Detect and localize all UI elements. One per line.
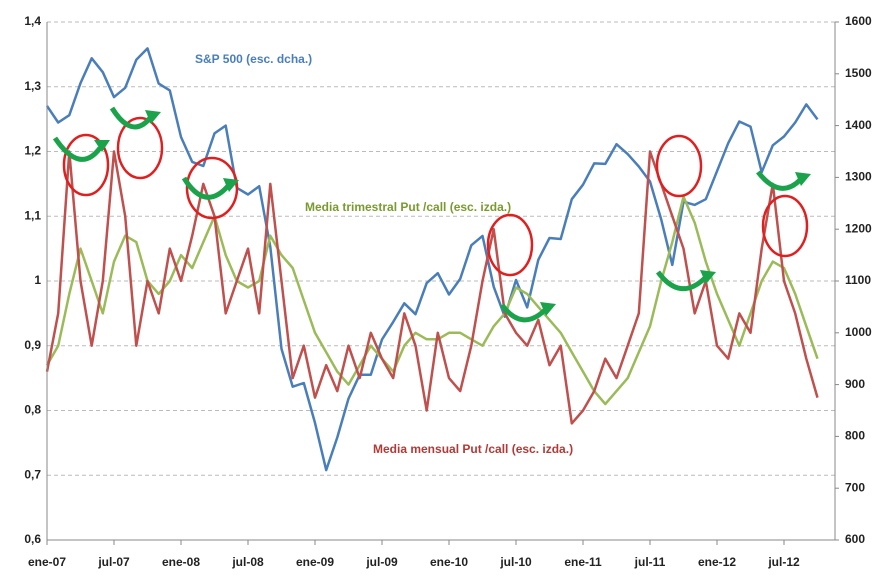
y-tick-label: 0,6 xyxy=(24,532,41,546)
x-tick-label: ene-10 xyxy=(430,555,468,569)
y-tick-label: 1,1 xyxy=(24,208,41,222)
y-tick-label: 1 xyxy=(34,273,41,287)
y2-tick-label: 1600 xyxy=(845,14,872,28)
y-tick-label: 1,4 xyxy=(24,14,41,28)
y2-tick-label: 700 xyxy=(845,480,865,494)
arrow xyxy=(756,170,802,191)
x-tick-label: ene-12 xyxy=(698,555,736,569)
circle xyxy=(486,213,534,277)
circle xyxy=(62,133,110,197)
annotations-shapes xyxy=(52,106,811,323)
y2-tick-label: 1300 xyxy=(845,170,872,184)
y2-tick-label: 1400 xyxy=(845,118,872,132)
arrow-head xyxy=(700,270,716,284)
series-label: S&P 500 (esc. dcha.) xyxy=(195,52,312,66)
y2-tick-label: 1500 xyxy=(845,66,872,80)
x-tick-label: ene-07 xyxy=(28,555,66,569)
x-tick-label: ene-11 xyxy=(564,555,602,569)
arrow-head xyxy=(94,140,110,152)
x-tick-label: jul-10 xyxy=(499,555,532,569)
x-tick-label: jul-09 xyxy=(365,555,398,569)
y-tick-label: 0,7 xyxy=(24,467,41,481)
y-tick-label: 0,9 xyxy=(24,338,41,352)
x-tick-label: jul-12 xyxy=(767,555,800,569)
arrow-head xyxy=(145,110,161,124)
y2-tick-label: 800 xyxy=(845,429,865,443)
circle xyxy=(761,194,809,258)
lines xyxy=(45,47,819,472)
x-tick-label: jul-11 xyxy=(634,555,666,569)
y-tick-label: 0,8 xyxy=(24,403,41,417)
y-tick-label: 1,2 xyxy=(24,144,41,158)
arrow-head xyxy=(540,302,556,316)
y2-tick-label: 1100 xyxy=(845,273,871,287)
y2-tick-label: 600 xyxy=(845,532,865,546)
x-tick-label: jul-08 xyxy=(231,555,264,569)
circle xyxy=(116,116,164,180)
arrow-head xyxy=(795,172,811,186)
arrow xyxy=(109,106,152,130)
series-label: Media trimestral Put /call (esc. izda.) xyxy=(305,200,511,214)
y2-tick-label: 900 xyxy=(845,377,865,391)
series-line xyxy=(45,150,819,425)
y2-tick-label: 1000 xyxy=(845,325,872,339)
series-line xyxy=(45,47,819,472)
x-tick-label: jul-07 xyxy=(97,555,130,569)
x-tick-label: ene-08 xyxy=(162,555,200,569)
circle xyxy=(185,156,239,220)
arrow-head xyxy=(223,178,239,192)
x-tick-label: ene-09 xyxy=(296,555,334,569)
y-tick-label: 1,3 xyxy=(24,79,41,93)
arrow xyxy=(655,270,707,291)
arrow xyxy=(52,136,103,162)
arrow xyxy=(499,303,547,323)
circle xyxy=(655,134,703,198)
y2-tick-label: 1200 xyxy=(845,221,872,235)
arrow xyxy=(181,176,230,200)
series-label: Media mensual Put /call (esc. izda.) xyxy=(373,442,573,456)
